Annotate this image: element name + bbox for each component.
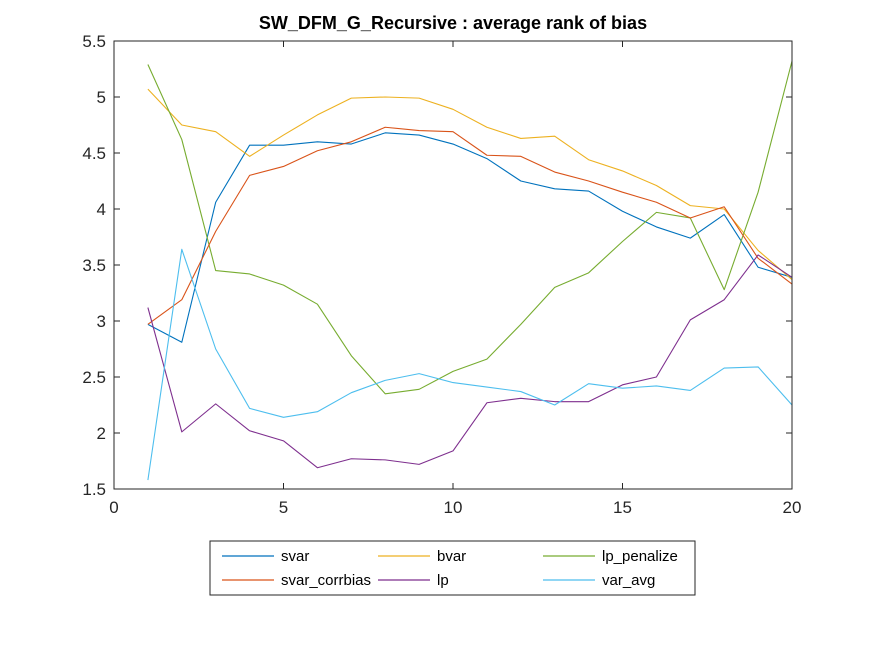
legend-box xyxy=(209,540,696,596)
legend-item-bvar: bvar xyxy=(378,548,466,565)
x-tick-label: 20 xyxy=(783,498,802,517)
chart-title: SW_DFM_G_Recursive : average rank of bia… xyxy=(259,13,647,33)
series-line-svar xyxy=(147,132,793,343)
y-tick-label: 3 xyxy=(97,312,106,331)
y-tick-label: 2 xyxy=(97,424,106,443)
series-line-lp xyxy=(147,254,793,469)
y-tick-label: 4.5 xyxy=(82,144,106,163)
series-line-bvar xyxy=(147,88,793,280)
legend-item-var-avg: var_avg xyxy=(543,572,655,589)
y-tick-label: 1.5 xyxy=(82,480,106,499)
legend-item-svar-corrbias: svar_corrbias xyxy=(222,572,371,589)
series-layer xyxy=(147,61,793,481)
legend: svar bvar lp_penalize svar_corrbias lp var_av… xyxy=(209,540,696,596)
legend-label: svar_corrbias xyxy=(281,572,371,589)
y-tick-label: 3.5 xyxy=(82,256,106,275)
axes-layer: 0 5 10 15 20 1.5 2 2.5 3 3.5 4 4.5 5 5.5 xyxy=(82,32,801,517)
x-tick-label: 15 xyxy=(613,498,632,517)
legend-label: var_avg xyxy=(602,572,655,589)
legend-label: bvar xyxy=(437,548,466,565)
y-tick-label: 5.5 xyxy=(82,32,106,51)
series-line-var-avg xyxy=(147,248,793,481)
legend-label: svar xyxy=(281,548,309,565)
legend-label: lp xyxy=(437,572,449,589)
y-tick-label: 2.5 xyxy=(82,368,106,387)
legend-item-lp-penalize: lp_penalize xyxy=(543,548,678,565)
legend-item-lp: lp xyxy=(378,572,449,589)
legend-item-svar: svar xyxy=(222,548,309,565)
plot-area xyxy=(114,41,792,489)
series-line-svar-corrbias xyxy=(147,126,793,325)
y-tick-label: 4 xyxy=(97,200,106,219)
x-tick-label: 5 xyxy=(279,498,288,517)
x-tick-label: 0 xyxy=(109,498,118,517)
x-tick-label: 10 xyxy=(444,498,463,517)
legend-label: lp_penalize xyxy=(602,548,678,565)
series-line-lp-penalize xyxy=(147,61,793,395)
y-tick-label: 5 xyxy=(97,88,106,107)
